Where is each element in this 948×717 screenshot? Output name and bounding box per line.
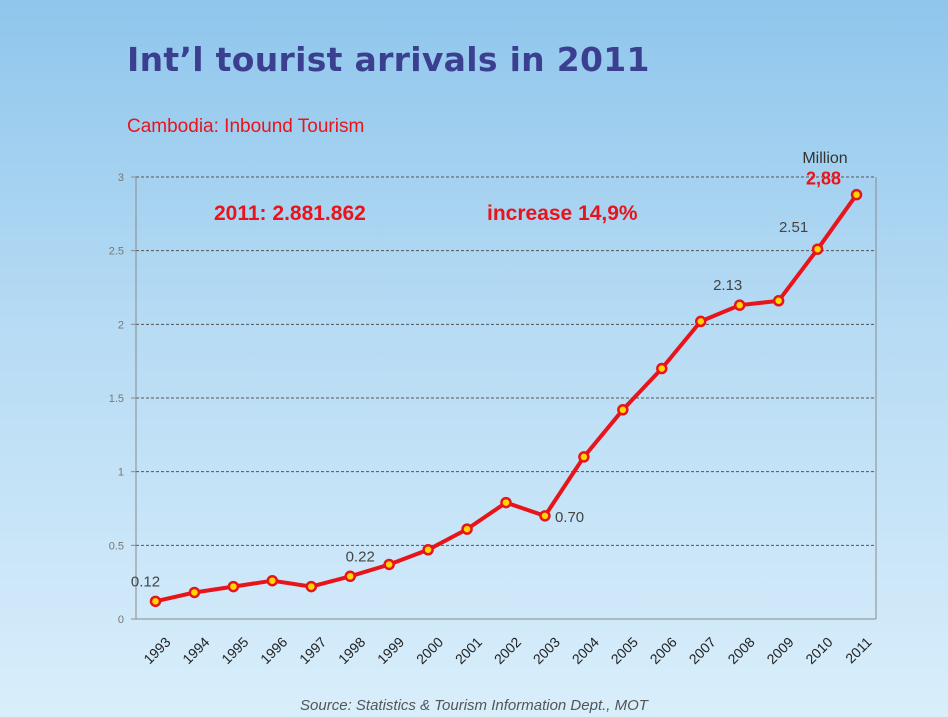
x-tick-label: 1998	[335, 634, 368, 667]
unit-label: Million	[802, 150, 847, 167]
data-point	[733, 299, 746, 311]
x-tick-label: 2006	[647, 634, 680, 667]
data-label: 2,88	[806, 169, 841, 189]
source-note: Source: Statistics & Tourism Information…	[300, 697, 648, 714]
y-tick-label: 1	[118, 467, 124, 479]
x-tick-label: 2011	[842, 634, 875, 667]
data-point	[656, 362, 668, 375]
x-tick-label: 1993	[140, 634, 173, 667]
x-tick-label: 2002	[491, 634, 524, 667]
x-tick-label: 1996	[257, 634, 290, 667]
annotation-increase: increase 14,9%	[487, 202, 638, 225]
data-point	[617, 404, 629, 416]
x-tick-label: 1995	[218, 634, 251, 667]
y-tick-label: 2.5	[109, 246, 124, 258]
data-point	[149, 595, 162, 608]
data-point	[344, 570, 356, 583]
data-label: 0.70	[555, 509, 584, 526]
data-point	[694, 315, 707, 328]
data-point	[772, 295, 785, 307]
data-point	[422, 544, 434, 556]
x-tick-label: 2001	[452, 634, 485, 667]
data-point	[500, 496, 512, 509]
data-point	[266, 574, 279, 587]
x-tick-label: 2004	[569, 634, 602, 667]
y-tick-label: 1.5	[109, 393, 124, 405]
y-tick-label: 3	[118, 172, 124, 184]
x-tick-label: 2009	[763, 634, 796, 667]
data-label: 2.13	[713, 277, 742, 294]
chart-title: Int’l tourist arrivals in 2011	[127, 40, 650, 79]
y-tick-label: 0	[118, 614, 124, 626]
data-point	[811, 243, 824, 255]
data-point	[578, 451, 590, 463]
data-label: 2.51	[779, 219, 808, 236]
data-point	[383, 558, 395, 571]
y-tick-label: 2	[118, 319, 124, 331]
data-point	[850, 188, 863, 201]
x-tick-label: 2010	[802, 634, 835, 667]
data-point	[539, 510, 551, 522]
x-tick-label: 2005	[608, 634, 641, 667]
data-point	[227, 580, 240, 593]
y-tick-label: 0.5	[109, 540, 124, 552]
x-tick-label: 1994	[179, 634, 212, 667]
x-tick-label: 2007	[686, 634, 719, 667]
x-tick-label: 2003	[530, 634, 563, 667]
x-tick-label: 1999	[374, 634, 407, 667]
x-tick-label: 2008	[724, 634, 757, 667]
data-point	[305, 580, 318, 593]
data-label: 0.12	[131, 573, 160, 590]
data-point	[188, 586, 201, 599]
data-point	[461, 523, 473, 535]
data-label: 0.22	[346, 548, 375, 565]
chart-subtitle: Cambodia: Inbound Tourism	[127, 116, 365, 137]
x-tick-label: 2000	[413, 634, 446, 667]
x-tick-label: 1997	[296, 634, 329, 667]
annotation-total: 2011: 2.881.862	[214, 202, 366, 225]
